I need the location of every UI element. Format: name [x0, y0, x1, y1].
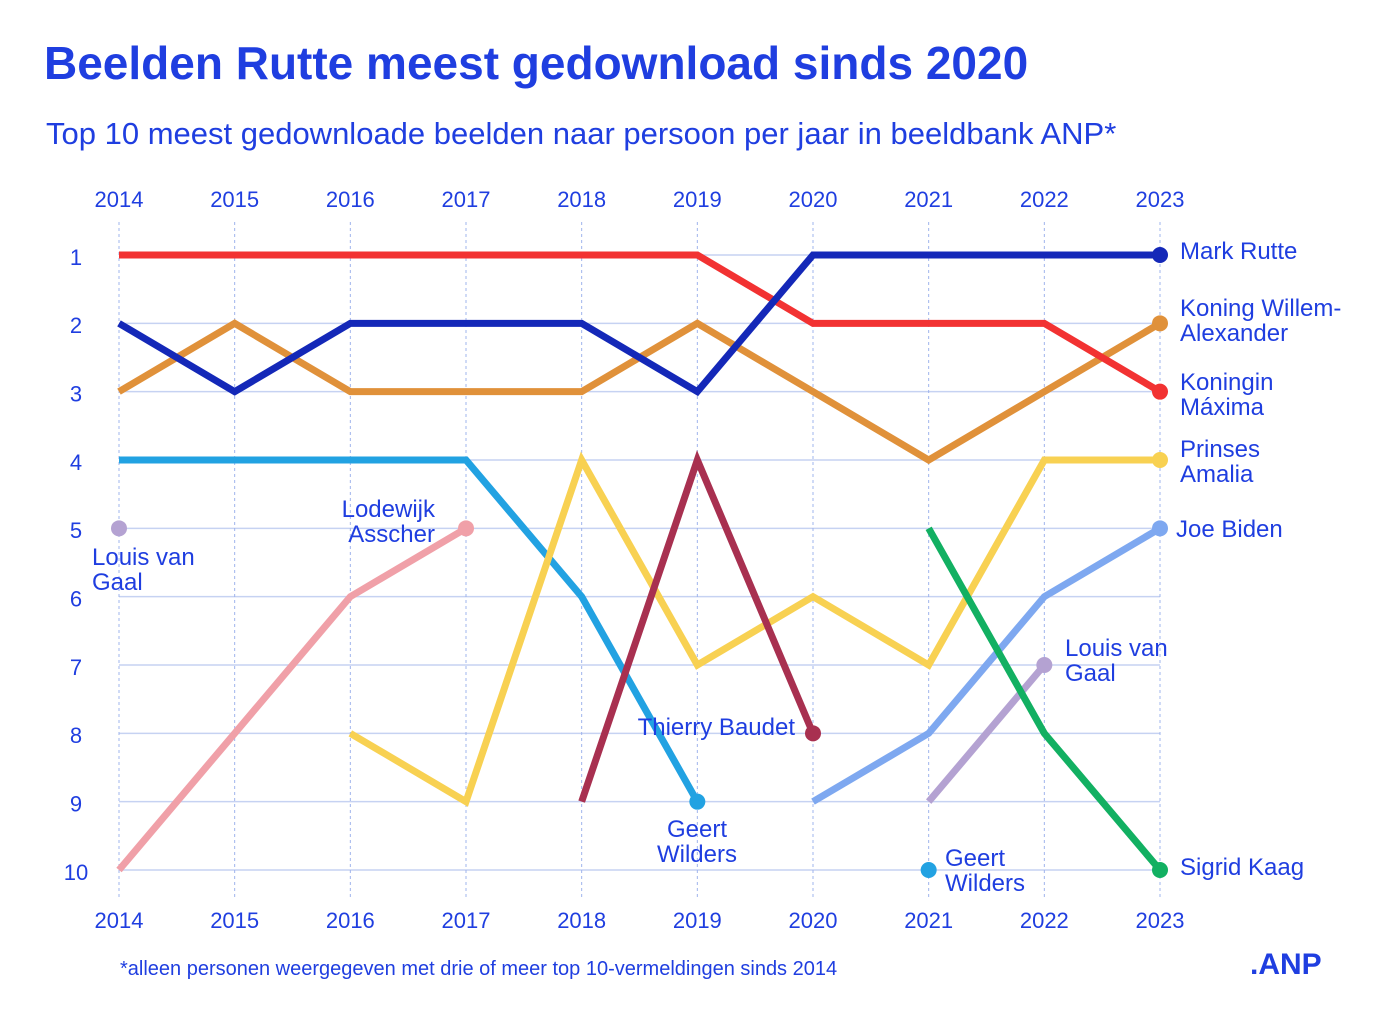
series-label: Geert Wilders	[656, 816, 737, 868]
x-tick-label: 2018	[557, 187, 606, 212]
x-tick-label: 2023	[1136, 908, 1185, 933]
y-tick-label: 1	[70, 245, 82, 270]
series-line	[348, 451, 1160, 807]
y-tick-label: 9	[70, 791, 82, 816]
x-tick-label: 2021	[904, 908, 953, 933]
x-tick-label: 2018	[557, 908, 606, 933]
x-tick-label: 2019	[673, 908, 722, 933]
end-dot	[111, 520, 127, 537]
x-tick-label: 2023	[1136, 187, 1185, 212]
series-line	[925, 662, 1048, 804]
x-tick-label: 2017	[442, 187, 491, 212]
series-label: Lodewijk Asscher	[341, 496, 435, 548]
y-tick-label: 10	[64, 860, 88, 885]
end-dot	[805, 725, 821, 742]
series-label: Louis van Gaal	[92, 544, 195, 596]
series-label: Koningin Máxima	[1180, 369, 1274, 421]
x-tick-label: 2017	[442, 908, 491, 933]
series-label: Sigrid Kaag	[1180, 854, 1305, 881]
footnote: *alleen personen weergegeven met drie of…	[120, 958, 838, 980]
x-tick-label: 2022	[1020, 908, 1069, 933]
end-dot	[1152, 520, 1168, 537]
series-line	[119, 251, 1162, 395]
x-tick-label: 2014	[95, 187, 144, 212]
y-tick-label: 5	[70, 518, 82, 543]
x-tick-label: 2020	[789, 187, 838, 212]
x-tick-label: 2015	[210, 187, 259, 212]
x-tick-label: 2020	[789, 908, 838, 933]
series-line	[925, 526, 1163, 873]
y-tick-label: 8	[70, 723, 82, 748]
series-line	[119, 456, 701, 804]
y-tick-label: 3	[70, 381, 82, 406]
end-dot	[1152, 247, 1168, 263]
logo: .ANP	[1250, 948, 1322, 981]
series-label: Mark Rutte	[1180, 238, 1298, 265]
series-line	[116, 525, 468, 873]
y-tick-label: 2	[70, 313, 82, 338]
series-line	[117, 251, 1160, 397]
x-tick-label: 2015	[210, 908, 259, 933]
y-tick-label: 7	[70, 655, 82, 680]
y-tick-label: 4	[70, 450, 82, 475]
end-dot	[1152, 383, 1168, 400]
end-dot	[920, 862, 937, 878]
end-dot	[1152, 452, 1168, 468]
end-dot	[1152, 862, 1168, 878]
x-tick-label: 2022	[1020, 187, 1069, 212]
chart-title: Beelden Rutte meest gedownload sinds 202…	[44, 37, 1029, 89]
series-label: Thierry Baudet	[637, 714, 795, 741]
y-tick-label: 6	[70, 586, 82, 611]
end-dot	[1152, 315, 1168, 332]
end-dot	[689, 793, 706, 810]
x-tick-label: 2016	[326, 908, 375, 933]
series-line	[578, 450, 817, 803]
series-label: Geert Wilders	[945, 845, 1026, 897]
x-tick-label: 2019	[673, 187, 722, 212]
series-line	[811, 525, 1162, 805]
series-label: Joe Biden	[1176, 516, 1283, 543]
end-dot	[1036, 657, 1053, 673]
x-tick-label: 2014	[95, 908, 144, 933]
x-tick-label: 2021	[904, 187, 953, 212]
end-dot	[458, 520, 474, 537]
series-label: Louis van Gaal	[1065, 635, 1168, 687]
x-tick-label: 2016	[326, 187, 375, 212]
chart-subtitle: Top 10 meest gedownloade beelden naar pe…	[46, 116, 1117, 151]
series-label: Koning Willem-Alexander	[1180, 295, 1342, 347]
series-label: Prinses Amalia	[1180, 436, 1261, 488]
